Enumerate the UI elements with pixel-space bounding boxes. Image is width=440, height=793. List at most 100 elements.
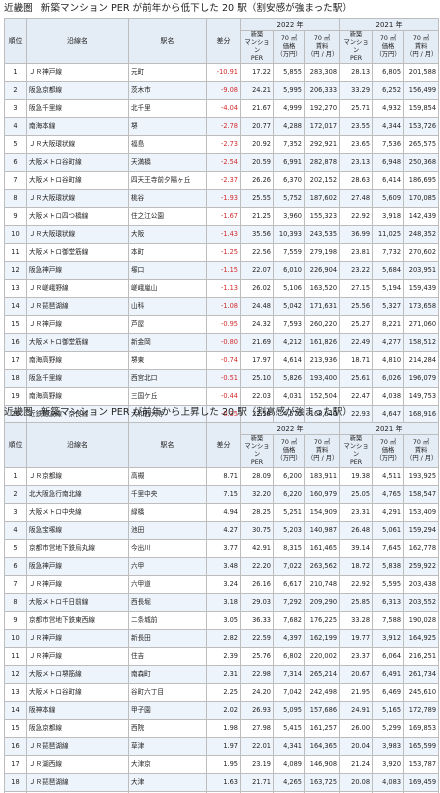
cell-price-2021: 5,684: [372, 261, 405, 280]
cell-line: ＪＲ神戸線: [26, 63, 129, 82]
cell-per-2021: 26.00: [339, 719, 374, 738]
cell-per-2022: 32.20: [240, 485, 274, 504]
cell-station: 住之江公園: [128, 207, 207, 226]
cell-price-2022: 5,752: [273, 189, 305, 208]
cell-per-2021: 22.92: [339, 207, 374, 226]
cell-per-2021: 21.95: [339, 683, 374, 702]
cell-line: 大阪メトロ谷町線: [26, 153, 129, 172]
table-row: 10 ＪＲ大阪環状線 大阪 -1.43 35.56 10,393 243,535 36.99 1…: [4, 225, 440, 244]
table-row: 13 ＪＲ嵯峨野線 嵯峨嵐山 -1.13 26.02 5,106 163,520 27.15 5…: [4, 279, 440, 298]
cell-per-2021: 23.37: [339, 647, 374, 666]
cell-per-2021: 20.04: [339, 737, 374, 756]
cell-per-2021: 27.48: [339, 189, 374, 208]
table-row: 10 ＪＲ神戸線 新長田 2.82 22.59 4,397 162,199 19.77 3,91…: [4, 629, 440, 648]
cell-price-2021: 6,414: [372, 171, 405, 190]
cell-price-2022: 5,106: [273, 279, 305, 298]
cell-rent-2022: 154,909: [303, 503, 341, 522]
cell-price-2021: 3,912: [372, 629, 405, 648]
cell-per-2022: 22.20: [240, 557, 274, 576]
cell-rent-2022: 152,504: [303, 387, 341, 406]
cell-diff: -0.44: [206, 387, 241, 406]
cell-price-2022: 4,614: [273, 351, 305, 370]
cell-station: 甲子園: [128, 701, 207, 720]
cell-line: 阪急宝塚線: [26, 521, 129, 540]
cell-per-2021: 23.22: [339, 261, 374, 280]
cell-station: 緑橋: [128, 503, 207, 522]
cell-station: 今出川: [128, 539, 207, 558]
cell-rent-2021: 201,588: [403, 63, 440, 82]
cell-station: 大阪: [128, 225, 207, 244]
header-year-2022: 2022 年: [239, 18, 341, 31]
cell-per-2022: 24.48: [240, 297, 274, 316]
cell-diff: -1.15: [206, 261, 241, 280]
cell-diff: -0.95: [206, 315, 241, 334]
cell-per-2021: 28.13: [339, 63, 374, 82]
cell-per-2021: 25.61: [339, 369, 374, 388]
cell-price-2022: 7,593: [273, 315, 305, 334]
cell-line: 京都市営地下鉄東西線: [26, 611, 129, 630]
header-per-2022: 新築 マンション PER: [240, 30, 274, 64]
cell-line: ＪＲ湖西線: [26, 755, 129, 774]
cell-station: 堺東: [128, 351, 207, 370]
cell-rent-2022: 283,308: [303, 63, 341, 82]
header-station: 駅名: [128, 422, 207, 468]
cell-price-2021: 5,327: [372, 297, 405, 316]
cell-price-2021: 5,838: [372, 557, 405, 576]
cell-rank: 12: [4, 665, 27, 684]
cell-station: 芦屋: [128, 315, 207, 334]
cell-price-2022: 6,010: [273, 261, 305, 280]
cell-rent-2021: 248,352: [403, 225, 440, 244]
cell-rent-2021: 169,853: [403, 719, 440, 738]
cell-station: 四天王寺前夕陽ヶ丘: [128, 171, 207, 190]
cell-diff: -2.54: [206, 153, 241, 172]
cell-rent-2021: 271,060: [403, 315, 440, 334]
cell-diff: -1.67: [206, 207, 241, 226]
cell-station: 西院: [128, 719, 207, 738]
cell-price-2021: 7,588: [372, 611, 405, 630]
cell-diff: 7.15: [206, 485, 241, 504]
cell-rent-2021: 214,284: [403, 351, 440, 370]
cell-line: ＪＲ大阪環状線: [26, 225, 129, 244]
cell-station: 大津: [128, 773, 207, 792]
cell-rank: 16: [4, 333, 27, 352]
cell-rent-2021: 169,459: [403, 773, 440, 792]
table-row: 17 南海高野線 堺東 -0.74 17.97 4,614 213,936 18.71 4,81…: [4, 351, 440, 370]
cell-price-2022: 6,617: [273, 575, 305, 594]
cell-price-2022: 4,570: [273, 405, 305, 424]
cell-price-2021: 4,511: [372, 467, 405, 486]
cell-rent-2021: 162,778: [403, 539, 440, 558]
cell-diff: 1.97: [206, 737, 241, 756]
cell-diff: -2.37: [206, 171, 241, 190]
cell-line: 大阪メトロ中央線: [26, 503, 129, 522]
cell-rent-2021: 250,368: [403, 153, 440, 172]
cell-rank: 12: [4, 261, 27, 280]
cell-rank: 15: [4, 315, 27, 334]
ranking-table: 順位 沿線名 駅名 差分 2022 年 2021 年 新築 マンション PER 70…: [4, 422, 440, 793]
cell-per-2021: 23.81: [339, 243, 374, 262]
table-row: 14 阪神本線 甲子園 2.02 26.93 5,095 157,686 24.91 5,165…: [4, 701, 440, 720]
cell-line: 近鉄難波線・奈良線: [26, 405, 129, 424]
cell-rent-2022: 183,911: [303, 467, 341, 486]
cell-rank: 16: [4, 737, 27, 756]
cell-price-2021: 6,064: [372, 647, 405, 666]
cell-line: 南海高野線: [26, 351, 129, 370]
cell-rent-2021: 164,925: [403, 629, 440, 648]
cell-rent-2022: 157,686: [303, 701, 341, 720]
cell-diff: 2.82: [206, 629, 241, 648]
cell-rank: 14: [4, 701, 27, 720]
cell-rent-2021: 153,787: [403, 755, 440, 774]
cell-price-2022: 4,288: [273, 117, 305, 136]
cell-price-2021: 4,038: [372, 387, 405, 406]
cell-price-2021: 4,932: [372, 99, 405, 118]
cell-rent-2022: 161,257: [303, 719, 341, 738]
cell-rent-2022: 210,748: [303, 575, 341, 594]
header-diff: 差分: [206, 422, 241, 468]
table-row: 9 大阪メトロ四つ橋線 住之江公園 -1.67 21.25 3,960 155,323 22.…: [4, 207, 440, 226]
cell-price-2021: 7,645: [372, 539, 405, 558]
table-row: 6 阪急神戸線 六甲 3.48 22.20 7,022 263,562 18.72 5,838 2…: [4, 557, 440, 576]
cell-price-2022: 3,960: [273, 207, 305, 226]
cell-rent-2021: 203,552: [403, 593, 440, 612]
cell-rent-2021: 265,575: [403, 135, 440, 154]
